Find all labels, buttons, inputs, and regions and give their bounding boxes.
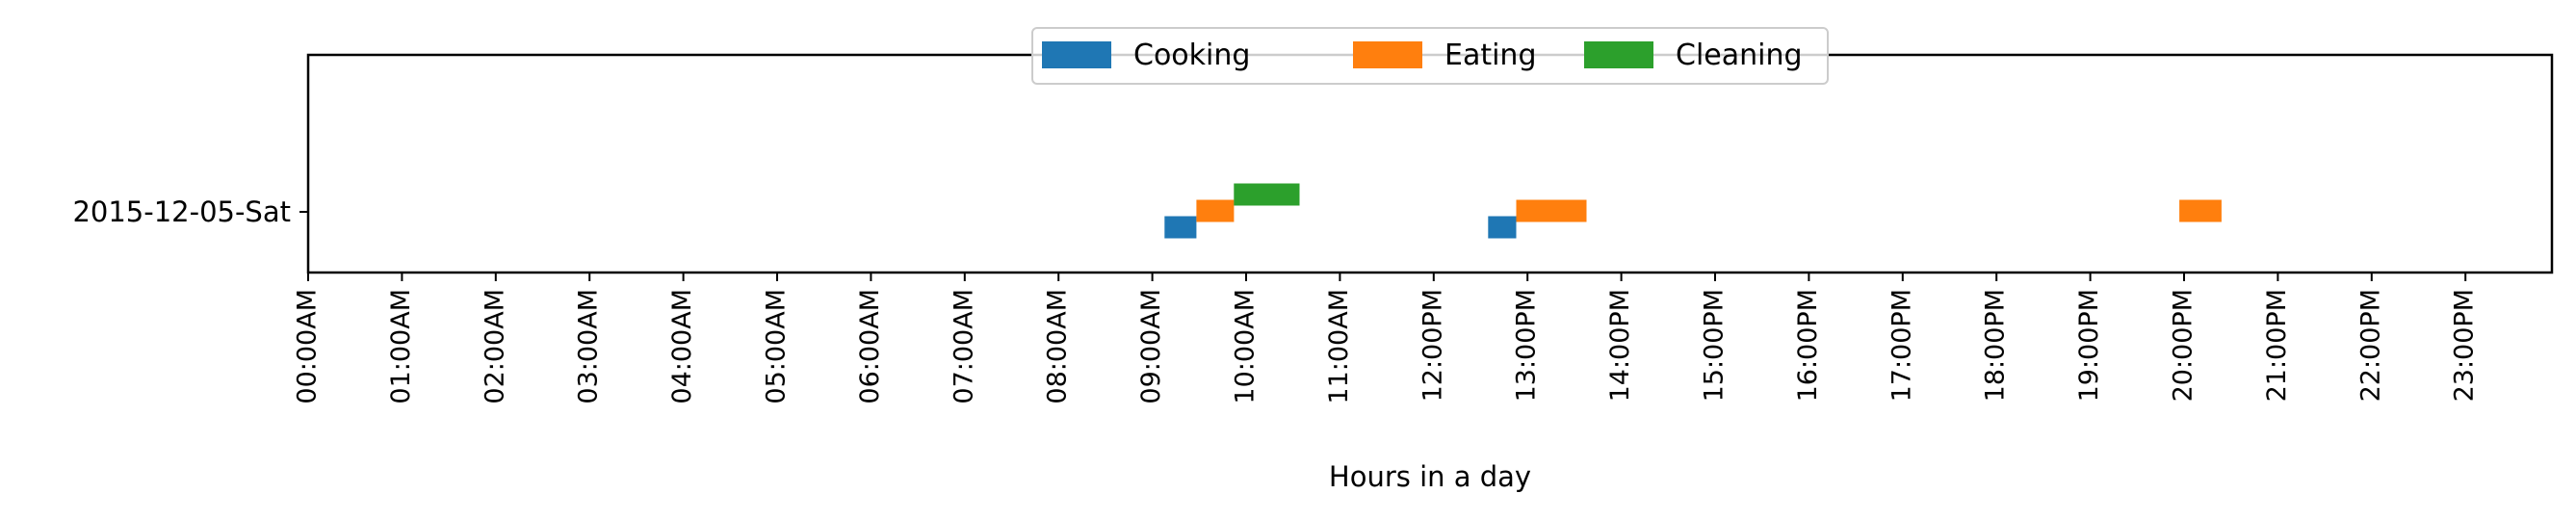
- x-tick-label: 12:00PM: [1418, 289, 1447, 402]
- x-tick-label: 19:00PM: [2074, 289, 2104, 402]
- y-tick-label: 2015-12-05-Sat: [72, 195, 291, 228]
- plot-marks: [1164, 183, 2222, 239]
- x-tick-label: 08:00AM: [1043, 289, 1073, 404]
- legend-label-cooking: Cooking: [1133, 39, 1250, 72]
- legend: Cooking Eating Cleaning: [1031, 27, 1829, 85]
- x-tick-label: 21:00PM: [2262, 289, 2292, 402]
- legend-label-cleaning: Cleaning: [1676, 39, 1803, 72]
- x-tick-label: 01:00AM: [386, 289, 416, 404]
- bar-cooking-1: [1164, 216, 1197, 239]
- x-tick-label: 13:00PM: [1512, 289, 1542, 402]
- x-tick-label: 07:00AM: [949, 289, 978, 404]
- x-tick-label: 03:00AM: [574, 289, 604, 404]
- x-tick-label: 00:00AM: [293, 289, 323, 404]
- bar-eating-2: [1516, 199, 1587, 222]
- bar-eating-3: [2179, 199, 2222, 222]
- x-tick-label: 04:00AM: [667, 289, 697, 404]
- x-tick-label: 16:00PM: [1793, 289, 1823, 402]
- x-tick-label: 20:00PM: [2169, 289, 2199, 402]
- bar-cleaning-1: [1234, 183, 1300, 206]
- bar-eating-1: [1196, 199, 1235, 222]
- x-tick-label: 11:00AM: [1324, 289, 1354, 404]
- x-tick-label: 05:00AM: [762, 289, 792, 404]
- x-axis: 00:00AM 01:00AM 02:00AM 03:00AM 04:00AM 05:00…: [293, 273, 2480, 404]
- x-tick-label: 09:00AM: [1136, 289, 1166, 404]
- x-tick-label: 18:00PM: [1981, 289, 2011, 402]
- x-tick-label: 02:00AM: [480, 289, 509, 404]
- x-tick-label: 06:00AM: [855, 289, 885, 404]
- legend-swatch-cleaning: [1584, 41, 1653, 68]
- x-tick-label: 22:00PM: [2355, 289, 2385, 402]
- legend-swatch-eating: [1353, 41, 1422, 68]
- legend-label-eating: Eating: [1444, 39, 1537, 72]
- bar-cooking-2: [1488, 216, 1517, 239]
- x-tick-label: 14:00PM: [1605, 289, 1635, 402]
- x-axis-label: Hours in a day: [1329, 460, 1531, 493]
- x-tick-label: 10:00AM: [1231, 289, 1261, 404]
- x-tick-label: 17:00PM: [1886, 289, 1916, 402]
- y-axis: 2015-12-05-Sat: [72, 195, 308, 228]
- legend-swatch-cooking: [1042, 41, 1111, 68]
- x-tick-label: 23:00PM: [2450, 289, 2480, 402]
- x-tick-label: 15:00PM: [1700, 289, 1730, 402]
